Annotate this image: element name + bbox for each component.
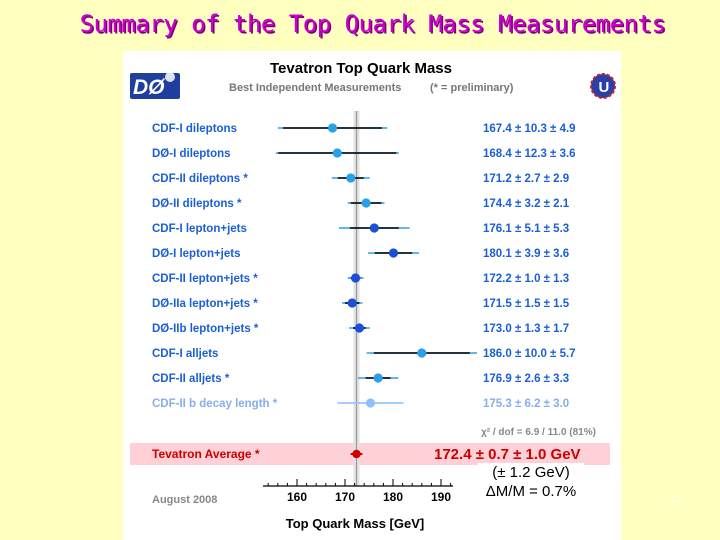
measurement-point [369, 223, 379, 233]
measurement-value: 186.0 ± 10.0 ± 5.7 [483, 348, 576, 360]
measurement-row: DØ-I lepton+jets 180.1 ± 3.9 ± 3.6 [152, 248, 569, 260]
measurement-point [347, 298, 357, 308]
resolution-error-text: (± 1.2 GeV) [492, 464, 570, 481]
measurement-label: CDF-II lepton+jets * [152, 273, 258, 285]
x-tick-label: 160 [287, 490, 307, 504]
x-tick-label: 190 [431, 490, 451, 504]
measurement-value: 171.5 ± 1.5 ± 1.5 [483, 298, 570, 310]
chart-title: Tevatron Top Quark Mass [270, 60, 452, 77]
cdf-logo: U [590, 73, 616, 99]
measurement-value: 180.1 ± 3.9 ± 3.6 [483, 248, 569, 260]
measurement-row: DØ-IIa lepton+jets * 171.5 ± 1.5 ± 1.5 [152, 298, 570, 310]
measurement-point [346, 173, 356, 183]
measurement-row: CDF-II lepton+jets * 172.2 ± 1.0 ± 1.3 [152, 273, 569, 285]
measurement-value: 171.2 ± 2.7 ± 2.9 [483, 173, 569, 185]
measurement-value: 173.0 ± 1.3 ± 1.7 [483, 323, 569, 335]
x-axis: 160 170 180 190 [263, 479, 453, 504]
measurement-row: CDF-I alljets 186.0 ± 10.0 ± 5.7 [152, 348, 576, 360]
average-line [353, 111, 360, 486]
svg-text:DØ: DØ [133, 76, 165, 99]
measurement-row: CDF-II dileptons * 171.2 ± 2.7 ± 2.9 [152, 173, 569, 185]
date-label: August 2008 [152, 494, 217, 506]
measurement-row: CDF-I dileptons 167.4 ± 10.3 ± 4.9 [152, 123, 576, 135]
measurement-value: 172.2 ± 1.0 ± 1.3 [483, 273, 569, 285]
measurement-point [354, 323, 364, 333]
measurement-label: DØ-IIa lepton+jets * [152, 298, 258, 310]
average-point [352, 449, 361, 459]
measurement-row: CDF-II b decay length * 175.3 ± 6.2 ± 3.0 [152, 398, 569, 410]
measurement-value: 174.4 ± 3.2 ± 2.1 [483, 198, 570, 210]
measurement-label: CDF-II dileptons * [152, 173, 248, 185]
measurement-value: 167.4 ± 10.3 ± 4.9 [483, 123, 576, 135]
measurement-label: CDF-II alljets * [152, 373, 230, 385]
measurement-row: DØ-II dileptons * 174.4 ± 3.2 ± 2.1 [152, 198, 570, 210]
measurement-value: 175.3 ± 6.2 ± 3.0 [483, 398, 569, 410]
measurement-label: DØ-II dileptons * [152, 198, 242, 210]
measurement-point [417, 348, 427, 358]
measurement-rows: CDF-I dileptons 167.4 ± 10.3 ± 4.9 DØ-I di… [152, 123, 576, 410]
relative-precision-text: ΔM/M = 0.7% [485, 483, 577, 500]
measurement-value: 168.4 ± 12.3 ± 3.6 [483, 148, 576, 160]
chart-subtitle: Best Independent Measurements [229, 82, 401, 94]
measurement-point [361, 198, 371, 208]
measurement-value: 176.1 ± 5.1 ± 5.3 [483, 223, 569, 235]
measurement-label: CDF-I lepton+jets [152, 223, 247, 235]
measurement-point [365, 398, 376, 408]
measurement-row: CDF-I lepton+jets 176.1 ± 5.1 ± 5.3 [152, 223, 569, 235]
measurement-point [350, 273, 361, 283]
average-row: Tevatron Average * 172.4 ± 0.7 ± 1.0 GeV [152, 446, 581, 463]
d0-logo: DØ [130, 72, 180, 99]
average-band [130, 443, 610, 465]
resolution-note: (± 1.2 GeV) ΔM/M = 0.7% [478, 463, 584, 501]
measurement-label: DØ-IIb lepton+jets * [152, 323, 259, 335]
x-axis-label: Top Quark Mass [GeV] [286, 516, 424, 531]
mass-summary-chart: DØ U Tevatron Top Quark Mass Best Indepe… [130, 60, 616, 531]
chi2-label: χ² / dof = 6.9 / 11.0 (81%) [481, 427, 596, 438]
measurement-point [327, 123, 338, 133]
measurement-label: CDF-II b decay length * [152, 398, 278, 410]
measurement-row: DØ-I dileptons 168.4 ± 12.3 ± 3.6 [152, 148, 576, 160]
measurement-label: CDF-I alljets [152, 348, 218, 360]
average-value: 172.4 ± 0.7 ± 1.0 GeV [434, 446, 581, 463]
measurement-label: DØ-I lepton+jets [152, 248, 241, 260]
x-tick-label: 170 [335, 490, 355, 504]
measurement-point [388, 248, 399, 258]
slide-title: Summary of the Top Quark Mass Measuremen… [79, 10, 666, 38]
svg-text:U: U [599, 79, 610, 96]
measurement-label: DØ-I dileptons [152, 148, 231, 160]
measurement-value: 176.9 ± 2.6 ± 3.3 [483, 373, 569, 385]
measurement-row: CDF-II alljets * 176.9 ± 2.6 ± 3.3 [152, 373, 569, 385]
average-label: Tevatron Average * [152, 447, 260, 461]
x-tick-label: 180 [383, 490, 403, 504]
page-number: 21 [670, 495, 682, 505]
chart-panel: DØ U Tevatron Top Quark Mass Best Indepe… [123, 51, 621, 540]
measurement-row: DØ-IIb lepton+jets * 173.0 ± 1.3 ± 1.7 [152, 323, 569, 335]
measurement-point [373, 373, 383, 383]
chart-subtitle-note: (* = preliminary) [430, 82, 514, 94]
measurement-label: CDF-I dileptons [152, 123, 237, 135]
measurement-point [332, 148, 342, 158]
